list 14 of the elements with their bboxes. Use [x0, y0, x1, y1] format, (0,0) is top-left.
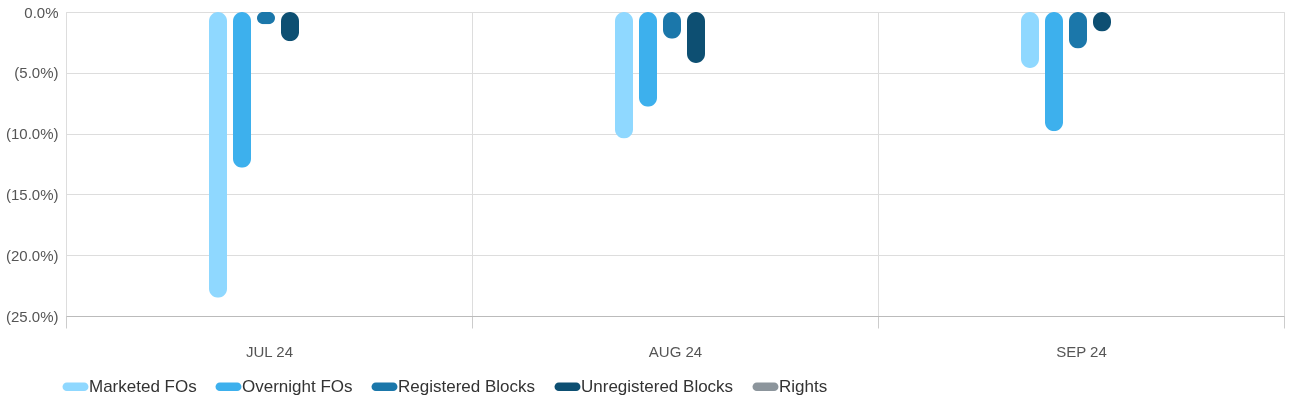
legend-label: Unregistered Blocks [581, 376, 734, 396]
y-tick-label: (15.0%) [5, 185, 59, 203]
legend-label: Overnight FOs [242, 376, 353, 396]
y-tick-label: (25.0%) [5, 307, 59, 325]
x-tick-label: JUL 24 [246, 342, 293, 360]
x-tick-label: SEP 24 [1056, 342, 1107, 360]
y-tick-label: (20.0%) [5, 246, 59, 264]
y-tick-label: 0.0% [24, 3, 59, 21]
legend-label: Rights [779, 376, 828, 396]
x-tick-label: AUG 24 [648, 342, 703, 360]
legend-label: Marketed FOs [89, 376, 197, 396]
y-tick-label: (10.0%) [5, 125, 59, 143]
legend-label: Registered Blocks [398, 376, 536, 396]
y-tick-label: (5.0%) [14, 64, 59, 82]
